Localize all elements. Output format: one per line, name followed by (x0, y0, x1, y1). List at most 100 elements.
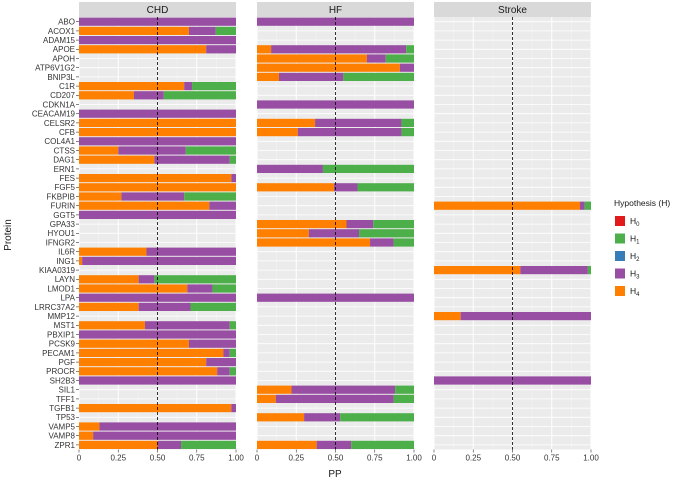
bar-stroke-kiaa0319-h1 (587, 266, 591, 275)
bar-chd-tgfb1-h4 (79, 404, 232, 413)
y-tick-label: LMOD1 (47, 284, 75, 293)
bar-chd-c1r-h3 (184, 82, 193, 91)
x-tick-label: 0.25 (110, 454, 126, 463)
y-tick-label: FES (59, 174, 75, 183)
panel-chd (78, 17, 237, 450)
bar-hf-bnip3l-h4 (257, 72, 279, 81)
bar-chd-fes-h4 (79, 174, 232, 183)
facet-panels (78, 17, 592, 450)
y-tick-label: CTSS (54, 146, 75, 155)
y-tick-label: LRRC37A2 (35, 303, 76, 312)
bar-chd-acox1-h3 (188, 26, 216, 35)
bar-chd-tgfb1-h3 (231, 404, 236, 413)
y-tick-label: CEACAM19 (32, 110, 76, 119)
x-tick-label: 0 (255, 454, 260, 463)
strip-label: Stroke (498, 5, 527, 16)
y-tick-label: LPA (60, 294, 75, 303)
y-tick-label: BNIP3L (47, 73, 75, 82)
bar-stroke-furin-h1 (584, 201, 591, 210)
bar-hf-sil1-h4 (257, 385, 292, 394)
bar-chd-col4a1-h3 (79, 137, 236, 146)
y-tick-label: TFF1 (56, 395, 76, 404)
bar-chd-cd207-h1 (163, 91, 236, 100)
bar-chd-dag1-h4 (79, 155, 155, 164)
y-tick-label: PROCR (46, 367, 75, 376)
x-tick-label: 0.50 (150, 454, 166, 463)
bar-hf-celsr2-h1 (401, 118, 414, 127)
bar-hf-cfb-h4 (257, 128, 298, 137)
bar-chd-lmod1-h3 (187, 284, 213, 293)
y-tick-label: TGFB1 (49, 404, 75, 413)
bar-hf-tff1-h1 (393, 394, 414, 403)
strip-chd (79, 2, 236, 17)
y-tick-label: SIL1 (59, 386, 76, 395)
bar-chd-acox1-h4 (79, 26, 189, 35)
bar-chd-abo-h3 (79, 17, 236, 26)
bar-hf-tff1-h4 (257, 394, 276, 403)
y-tick-label: C1R (59, 82, 75, 91)
bar-chd-cd207-h4 (79, 91, 134, 100)
y-tick-label: TP53 (56, 413, 76, 422)
bar-hf-fgf5-h3 (333, 183, 358, 192)
bar-chd-il6r-h4 (79, 247, 147, 256)
bar-chd-layn-h4 (79, 275, 139, 284)
y-tick-label: FURIN (51, 202, 76, 211)
legend-label: H0 (630, 216, 640, 228)
x-tick-label: 0 (432, 454, 437, 463)
facet-strips: CHD HF Stroke (79, 2, 591, 17)
bar-hf-apoh-h3 (366, 54, 386, 63)
y-tick-label: PECAM1 (42, 349, 75, 358)
bar-chd-vamp5-h3 (99, 422, 236, 431)
bar-chd-mst1-h4 (79, 321, 145, 330)
bar-chd-ing1-h3 (82, 256, 236, 265)
x-tick-label: 1.00 (228, 454, 244, 463)
bar-hf-bnip3l-h3 (278, 72, 344, 81)
bar-chd-ctss-h3 (118, 146, 186, 155)
legend-label: H2 (630, 251, 640, 263)
y-tick-label: FKBPIB (47, 192, 75, 201)
bar-chd-lmod1-h4 (79, 284, 188, 293)
y-tick-label: SH2B3 (50, 376, 76, 385)
bar-hf-ifngr2-h4 (257, 238, 371, 247)
bar-hf-zpr1-h3 (316, 440, 352, 449)
bar-hf-tff1-h3 (275, 394, 394, 403)
y-tick-label: MST1 (54, 321, 76, 330)
y-tick-label: ERN1 (54, 165, 76, 174)
bar-chd-fes-h3 (231, 174, 236, 183)
bar-chd-pcsk9-h3 (188, 339, 236, 348)
bar-chd-fkbpib-h4 (79, 192, 122, 201)
bar-chd-pecam1-h3 (223, 348, 230, 357)
bar-hf-celsr2-h3 (315, 118, 402, 127)
x-tick-label: 0.50 (328, 454, 344, 463)
legend: Hypothesis (H) H0 H1 H2 H3 H4 (614, 198, 670, 298)
bar-hf-zpr1-h4 (257, 440, 317, 449)
legend-item-h0: H0 (615, 216, 640, 228)
bar-chd-c1r-h1 (192, 82, 236, 91)
bar-hf-tp53-h4 (257, 413, 305, 422)
bar-chd-pgf-h3 (206, 358, 236, 367)
x-tick-label: 0.50 (505, 454, 521, 463)
bar-hf-abo-h3 (257, 17, 414, 26)
y-tick-label: CELSR2 (44, 119, 76, 128)
bar-chd-lmod1-h1 (212, 284, 236, 293)
bar-chd-sh2b3-h3 (79, 376, 236, 385)
bar-hf-ifngr2-h3 (370, 238, 394, 247)
strip-stroke (434, 2, 591, 17)
legend-swatch (615, 251, 625, 261)
y-tick-label: PCSK9 (49, 340, 76, 349)
bar-hf-apoe-h3 (271, 45, 407, 54)
legend-swatch (615, 268, 625, 279)
bar-hf-apoe-h4 (257, 45, 272, 54)
legend-label: H4 (630, 286, 640, 298)
strip-hf (257, 2, 414, 17)
legend-item-h4: H4 (615, 286, 640, 298)
y-tick-label: ACOX1 (48, 27, 76, 36)
x-axis-title: PP (328, 469, 342, 480)
bar-hf-fgf5-h1 (357, 183, 414, 192)
bar-hf-tp53-h1 (340, 413, 414, 422)
bar-chd-pecam1-h4 (79, 348, 224, 357)
bar-hf-cfb-h1 (401, 128, 414, 137)
bar-hf-ern1-h3 (257, 164, 323, 173)
bar-chd-vamp8-h3 (93, 431, 236, 440)
